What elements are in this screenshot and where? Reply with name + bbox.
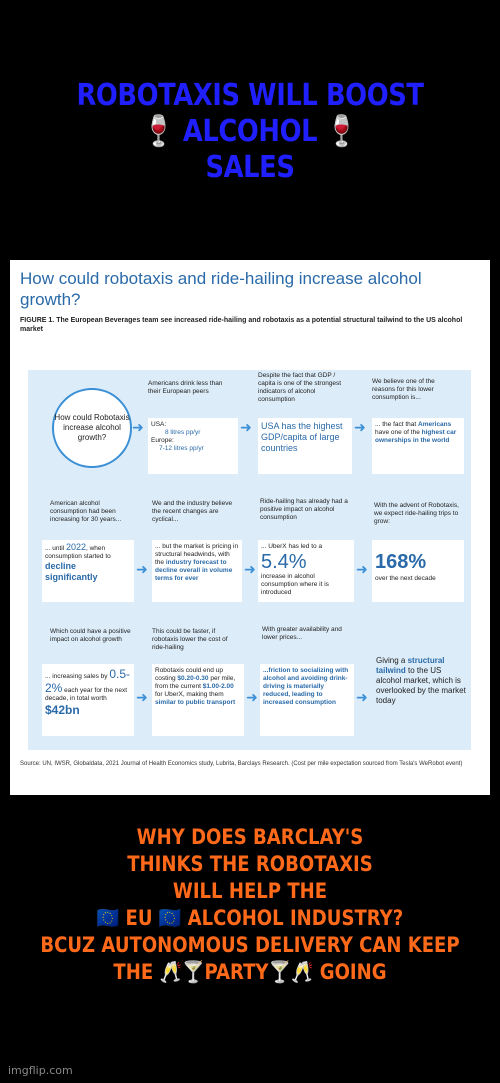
arrow-right-icon: ➜ [240, 419, 252, 435]
row2-col2-pre: ... but the market is pricing in structu… [155, 543, 239, 566]
row1-col3-text: Despite the fact that GDP / capita is on… [258, 372, 342, 403]
row2-col1-text: American alcohol consumption had been in… [50, 500, 122, 523]
row3-col2-mid2: for UberX, making them [155, 691, 224, 698]
arrow-right-icon: ➜ [132, 419, 144, 435]
bottom-caption-line4: 🇪🇺 EU 🇪🇺 ALCOHOL INDUSTRY? [96, 906, 404, 930]
row2-col1-box: ... until 2022, when consumption started… [42, 540, 134, 602]
bottom-caption-line1: WHY DOES BARCLAY'S [136, 825, 364, 849]
row3-col4-text: Giving a structural tailwind to the US a… [376, 656, 466, 706]
question-circle: How could Robotaxis increase alcohol gro… [52, 388, 132, 468]
row1-col3-box: USA has the highest GDP/capita of large … [258, 418, 352, 474]
usa-value: 8 litres pp/yr [165, 429, 201, 436]
row1-col4-a: Americans [418, 421, 452, 428]
row3-col3-box: ...friction to socializing with alcohol … [260, 664, 354, 736]
row2-col1-mid: , when consumption started to [45, 545, 111, 560]
row2-col1-big: decline significantly [45, 561, 98, 582]
row3-col1-text: Which could have a positive impact on al… [50, 628, 131, 643]
row3-col2-blue2: $1.00-2.00 [202, 683, 234, 690]
row3-col1-pre: ... increasing sales by [45, 673, 108, 680]
row2-col1-year: 2022 [65, 542, 86, 552]
row3-col2-text: This could be faster, if robotaxis lower… [152, 628, 228, 651]
row2-col4-post: over the next decade [375, 575, 436, 582]
top-caption-line3: SALES [205, 150, 295, 185]
top-caption: ROBOTAXIS WILL BOOST 🍷 ALCOHOL 🍷 SALES [35, 78, 465, 186]
imgflip-watermark: imgflip.com [8, 1064, 73, 1077]
bottom-caption-line5: BCUZ AUTONOMOUS DELIVERY CAN KEEP [40, 933, 460, 957]
row2-col1-pre: ... until [45, 545, 65, 552]
top-caption-line1: ROBOTAXIS WILL BOOST [76, 78, 424, 113]
row2-col3-post: increase in alcohol consumption where it… [261, 573, 329, 596]
row2-col3-pre: ... UberX has led to a [261, 543, 323, 550]
row2-col2-blue: industry forecast to decline overall in … [155, 559, 233, 582]
row3-col1-mid: each year for the next decade, in total … [45, 687, 128, 702]
row2-col3-box: ... UberX has led to a 5.4% increase in … [258, 540, 354, 602]
europe-value: 7-12 litres pp/yr [159, 445, 204, 452]
figure-text: The European Beverages team see increase… [20, 317, 463, 333]
bottom-caption-line3: WILL HELP THE [172, 879, 328, 903]
row2-col3-big: 5.4% [261, 551, 307, 573]
row3-col1-big: 0.5-2% [45, 667, 131, 695]
row3-col4-post: to the US alcohol market, which is overl… [376, 666, 466, 705]
bottom-caption: WHY DOES BARCLAY'S THINKS THE ROBOTAXIS … [35, 824, 465, 986]
arrow-right-icon: ➜ [354, 419, 366, 435]
row1-col4-b: highest car ownerships in the world [375, 429, 457, 444]
bottom-caption-line6: THE 🥂🍸PARTY🍸🥂 GOING [113, 960, 387, 984]
row3-col2-pre: Robotaxis could end up costing [155, 667, 223, 682]
row3-col4-pre: Giving a [376, 656, 406, 665]
arrow-right-icon: ➜ [246, 689, 258, 705]
arrow-right-icon: ➜ [136, 689, 148, 705]
row2-col2-text: We and the industry believe the recent c… [152, 500, 233, 523]
infographic-image: How could robotaxis and ride-hailing inc… [10, 260, 490, 795]
figure-caption: FIGURE 1. The European Beverages team se… [20, 316, 480, 334]
row3-col2-mid: per mile, from the current [155, 675, 236, 690]
usa-label: USA: [151, 421, 167, 428]
row2-col4-text: With the advent of Robotaxis, we expect … [374, 502, 459, 525]
row3-col3-pre: ...friction to socializing with alcohol … [263, 667, 349, 706]
source-note: Source: UN, IWSR, Globaldata, 2021 Journ… [20, 761, 463, 767]
arrow-right-icon: ➜ [356, 561, 368, 577]
row2-col4-big: 168% [375, 551, 427, 573]
row1-col2-box: USA: 8 litres pp/yr Europe: 7-12 litres … [148, 418, 238, 474]
arrow-right-icon: ➜ [356, 689, 368, 705]
row3-col1-box: ... increasing sales by 0.5-2% each year… [42, 664, 134, 736]
infographic-title: How could robotaxis and ride-hailing inc… [20, 269, 422, 309]
row1-col4-text: We believe one of the reasons for this l… [372, 378, 435, 401]
row3-col3-text: With greater availability and lower pric… [262, 626, 342, 641]
row1-col4-pre: ... the fact that [375, 421, 417, 428]
top-caption-line2: 🍷 ALCOHOL 🍷 [142, 114, 358, 149]
row3-col2-blue3: similar to public transport [155, 699, 236, 706]
infographic-panel: How could Robotaxis increase alcohol gro… [28, 370, 471, 750]
arrow-right-icon: ➜ [136, 561, 148, 577]
row3-col2-blue1: $0.20-0.30 [177, 675, 209, 682]
row2-col3-text: Ride-hailing has already had a positive … [260, 498, 348, 521]
row3-col2-box: Robotaxis could end up costing $0.20-0.3… [152, 664, 244, 736]
row2-col4-box: 168% over the next decade [372, 540, 464, 602]
row3-col1-big2: $42bn [45, 703, 80, 717]
bottom-caption-line2: THINKS THE ROBOTAXIS [127, 852, 373, 876]
arrow-right-icon: ➜ [244, 561, 256, 577]
row1-col4-mid: have one of the [375, 429, 420, 436]
figure-label: FIGURE 1. [20, 317, 55, 324]
row3-col4-blue: structural tailwind [376, 656, 445, 675]
row1-col2-text: Americans drink less than their European… [148, 380, 223, 395]
row2-col2-box: ... but the market is pricing in structu… [152, 540, 242, 602]
row1-col4-box: ... the fact that Americans have one of … [372, 418, 464, 474]
europe-label: Europe: [151, 437, 174, 444]
